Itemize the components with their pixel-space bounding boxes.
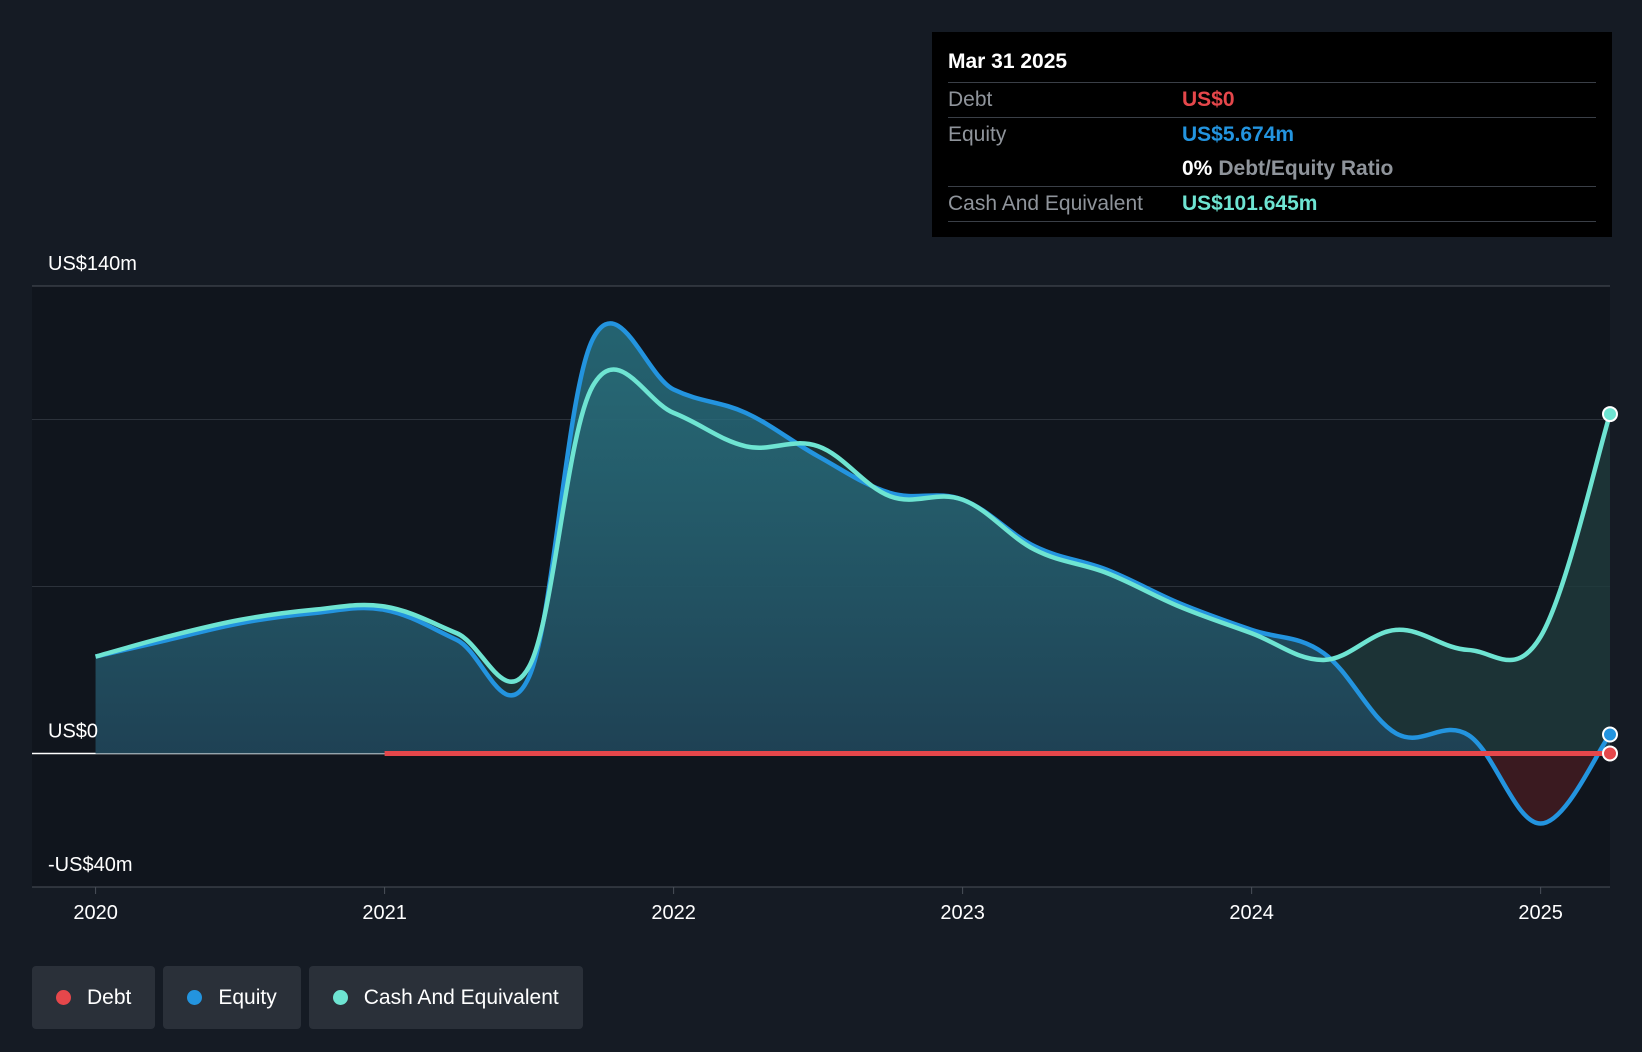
cash-line [94, 367, 1613, 684]
x-tick-label: 2024 [1229, 902, 1274, 924]
legend-item-equity[interactable]: Equity [163, 966, 301, 1029]
legend-label-debt: Debt [87, 985, 132, 1009]
tooltip-panel: Mar 31 2025 Debt US$0 Equity US$5.674m 0… [932, 32, 1612, 237]
cash-dot-icon [332, 990, 348, 1005]
legend-label-equity: Equity [218, 985, 277, 1009]
x-tick-label: 2022 [651, 902, 696, 924]
cash-endpoint[interactable] [1602, 406, 1618, 423]
tooltip-equity-row: Equity US$5.674m [948, 118, 1596, 152]
tooltip-ratio-value: 0% [1182, 157, 1213, 180]
tooltip-ratio-spacer [948, 152, 1182, 186]
tooltip-cash-row: Cash And Equivalent US$101.645m [948, 187, 1596, 222]
debt-endpoint[interactable] [1602, 745, 1618, 762]
legend-label-cash: Cash And Equivalent [363, 985, 559, 1009]
equity-dot-icon [187, 990, 203, 1005]
equity-line [95, 321, 1612, 826]
tooltip-debt-label: Debt [948, 88, 993, 111]
x-tick-label: 2023 [940, 902, 985, 924]
x-tick-label: 2020 [73, 902, 118, 924]
tooltip-cash-label: Cash And Equivalent [948, 192, 1143, 215]
tooltip-debt-row: Debt US$0 [948, 83, 1596, 118]
legend: Debt Equity Cash And Equivalent [32, 966, 583, 1029]
negative-equity-area [1485, 753, 1599, 824]
x-tick-label: 2025 [1518, 902, 1563, 924]
x-tick-label: 2021 [362, 902, 407, 924]
tooltip-ratio-row: 0% Debt/Equity Ratio [948, 152, 1596, 187]
series-lines [94, 321, 1613, 826]
tooltip-ratio-label: Debt/Equity Ratio [1218, 157, 1394, 180]
legend-item-debt[interactable]: Debt [32, 966, 156, 1029]
tooltip-equity-value: US$5.674m [1182, 123, 1295, 146]
debt-dot-icon [56, 990, 71, 1005]
x-axis-labels: 2020 2021 2022 2023 2024 2025 [73, 887, 1563, 924]
legend-item-cash[interactable]: Cash And Equivalent [308, 966, 583, 1029]
y-tick-label: -US$40m [48, 854, 132, 876]
equity-endpoint[interactable] [1602, 726, 1618, 743]
y-tick-label: US$140m [48, 253, 137, 275]
tooltip-cash-value: US$101.645m [1182, 192, 1318, 215]
tooltip-debt-value: US$0 [1182, 88, 1235, 111]
tooltip-date: Mar 31 2025 [948, 46, 1596, 83]
series-endpoints [1602, 406, 1618, 762]
equity-area [95, 323, 1611, 824]
y-axis-labels: US$140m US$0 -US$40m [48, 253, 137, 876]
y-tick-label: US$0 [48, 720, 98, 742]
tooltip-equity-label: Equity [948, 123, 1007, 146]
